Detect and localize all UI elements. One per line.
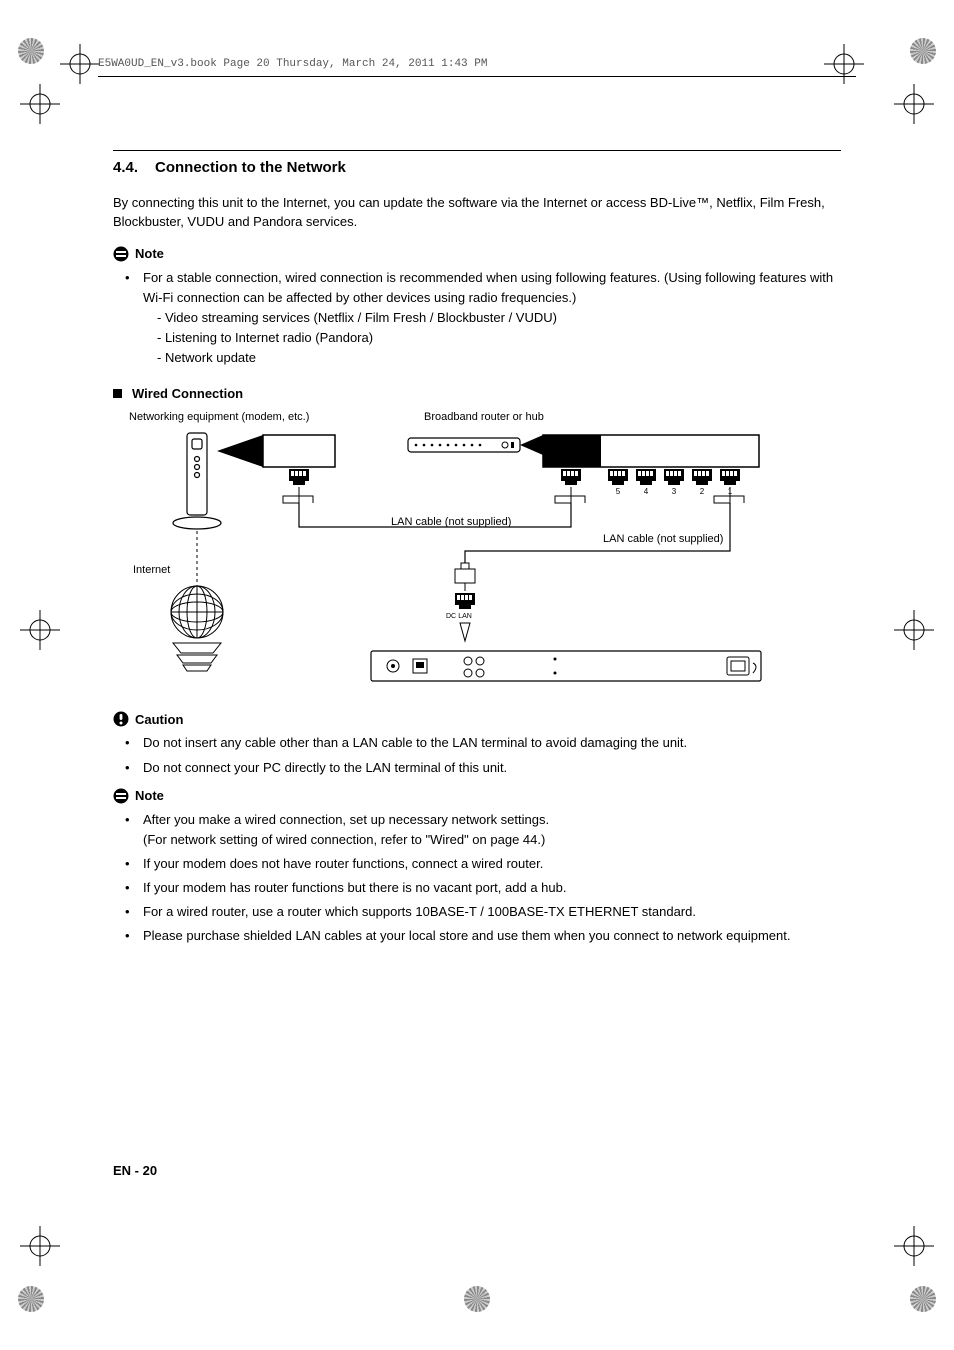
list-item: Do not insert any cable other than a LAN… — [131, 733, 841, 753]
caution-icon — [113, 711, 129, 727]
wired-label: Wired Connection — [132, 386, 243, 401]
svg-text:5: 5 — [616, 487, 621, 496]
list-item: Do not connect your PC directly to the L… — [131, 758, 841, 778]
square-bullet-icon — [113, 389, 122, 398]
section-number: 4.4. — [113, 159, 155, 176]
svg-text:4: 4 — [644, 487, 649, 496]
regmark-br — [894, 1226, 934, 1266]
caution-label: Caution — [135, 712, 183, 727]
section-title: Connection to the Network — [155, 159, 346, 176]
regmark-tl — [20, 84, 60, 124]
list-item: If your modem has router functions but t… — [131, 878, 841, 898]
book-header: E5WA0UD_EN_v3.book Page 20 Thursday, Mar… — [98, 58, 487, 70]
page: E5WA0UD_EN_v3.book Page 20 Thursday, Mar… — [0, 0, 954, 1350]
note2-list: After you make a wired connection, set u… — [113, 810, 841, 947]
network-diagram: Networking equipment (modem, etc.) Broad… — [113, 411, 841, 701]
wired-heading: Wired Connection — [113, 386, 841, 401]
caution-heading: Caution — [113, 711, 841, 727]
reg-corner-bc — [464, 1286, 490, 1312]
caution-list: Do not insert any cable other than a LAN… — [113, 733, 841, 777]
list-item: Please purchase shielded LAN cables at y… — [131, 926, 841, 946]
section-heading: 4.4.Connection to the Network — [113, 159, 841, 176]
crop-line-top — [98, 76, 856, 77]
diagram-svg: 5 4 3 2 1 — [113, 411, 841, 701]
content-area: 4.4.Connection to the Network By connect… — [113, 150, 841, 951]
sub-item: - Network update — [143, 348, 841, 368]
note-icon — [113, 246, 129, 262]
sub-item: - Listening to Internet radio (Pandora) — [143, 328, 841, 348]
reg-corner-tr — [910, 38, 936, 64]
svg-text:3: 3 — [672, 487, 677, 496]
section-rule — [113, 150, 841, 151]
page-footer: EN - 20 — [113, 1163, 157, 1178]
reg-corner-bl — [18, 1286, 44, 1312]
list-text: For a stable connection, wired connectio… — [143, 270, 833, 305]
list-item: If your modem does not have router funct… — [131, 854, 841, 874]
regmark-ml — [20, 610, 60, 650]
regmark-tr — [894, 84, 934, 124]
regmark-header-r — [824, 44, 864, 84]
reg-corner-tl — [18, 38, 44, 64]
list-item: For a wired router, use a router which s… — [131, 902, 841, 922]
footer-sep: - — [131, 1163, 143, 1178]
footer-lang: EN — [113, 1163, 131, 1178]
regmark-mr — [894, 610, 934, 650]
note-heading-2: Note — [113, 788, 841, 804]
list-item: After you make a wired connection, set u… — [131, 810, 841, 850]
reg-corner-br — [910, 1286, 936, 1312]
list-item: For a stable connection, wired connectio… — [131, 268, 841, 369]
note-label: Note — [135, 246, 164, 261]
sub-item: - Video streaming services (Netflix / Fi… — [143, 308, 841, 328]
note-heading-1: Note — [113, 246, 841, 262]
note1-list: For a stable connection, wired connectio… — [113, 268, 841, 369]
intro-paragraph: By connecting this unit to the Internet,… — [113, 194, 841, 232]
svg-text:LAN: LAN — [458, 613, 472, 620]
regmark-header — [60, 44, 100, 84]
regmark-bl — [20, 1226, 60, 1266]
svg-text:DC: DC — [446, 613, 456, 620]
svg-text:2: 2 — [700, 487, 705, 496]
footer-page: 20 — [143, 1163, 157, 1178]
note-icon — [113, 788, 129, 804]
note-label: Note — [135, 788, 164, 803]
